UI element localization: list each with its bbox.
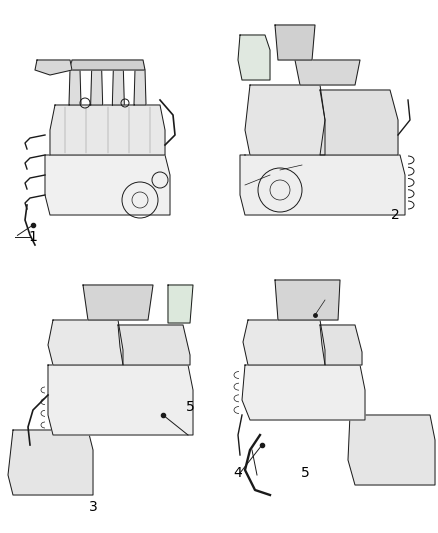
Polygon shape — [243, 320, 325, 365]
Polygon shape — [295, 60, 360, 85]
Polygon shape — [69, 70, 81, 105]
Polygon shape — [83, 285, 153, 320]
Text: 1: 1 — [28, 230, 37, 244]
Polygon shape — [238, 35, 270, 80]
Polygon shape — [70, 60, 145, 70]
Polygon shape — [240, 155, 405, 215]
Polygon shape — [242, 365, 365, 420]
Text: 5: 5 — [300, 466, 309, 480]
Polygon shape — [91, 70, 102, 105]
Polygon shape — [245, 85, 325, 155]
Text: 4: 4 — [233, 466, 242, 480]
Polygon shape — [112, 70, 124, 105]
Text: 2: 2 — [391, 208, 399, 222]
Polygon shape — [35, 60, 72, 75]
Polygon shape — [134, 70, 146, 105]
Polygon shape — [348, 415, 435, 485]
Polygon shape — [45, 155, 170, 215]
Polygon shape — [275, 25, 315, 60]
Polygon shape — [320, 90, 398, 155]
Polygon shape — [48, 365, 193, 435]
Text: 3: 3 — [88, 500, 97, 514]
Polygon shape — [118, 325, 190, 365]
Polygon shape — [275, 280, 340, 320]
Polygon shape — [168, 285, 193, 323]
Polygon shape — [50, 105, 165, 155]
Polygon shape — [48, 320, 123, 365]
Polygon shape — [320, 325, 362, 365]
Text: 5: 5 — [186, 400, 194, 414]
Polygon shape — [8, 430, 93, 495]
